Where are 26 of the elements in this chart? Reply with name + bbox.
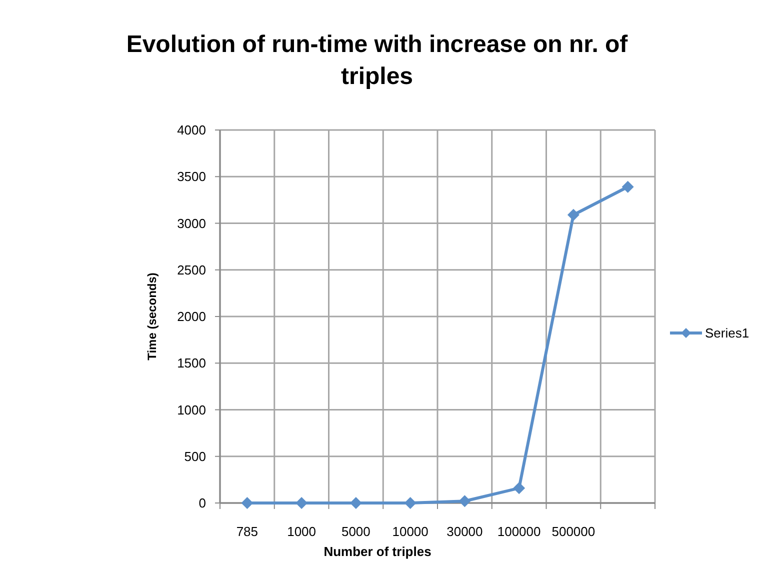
x-tick-label: 100000 — [497, 524, 541, 539]
x-tick-label: 30000 — [446, 524, 483, 539]
y-tick-label: 0 — [198, 496, 206, 511]
y-tick-label: 3500 — [177, 169, 206, 184]
x-axis-title: Number of triples — [324, 544, 432, 559]
y-tick-label: 500 — [184, 448, 206, 464]
point — [567, 208, 580, 221]
chart-title: Evolution of run-time with increase on nr. of triples — [126, 31, 629, 90]
x-tick-label: 785 — [236, 524, 258, 539]
y-tick-label: 2500 — [177, 262, 206, 278]
y-tick-label: 1000 — [177, 402, 206, 418]
legend-label: Series1 — [705, 326, 750, 341]
y-tick-label: 1500 — [177, 356, 206, 371]
y-axis-title: Time (seconds) — [145, 272, 159, 360]
x-tick-label: 1000 — [287, 524, 316, 539]
y-tick-label: 3000 — [177, 216, 206, 231]
point — [241, 497, 254, 509]
y-tick-label: 4000 — [177, 122, 206, 138]
x-tick-label: 5000 — [341, 524, 370, 539]
point — [622, 180, 634, 193]
x-tick-label: 500000 — [552, 524, 596, 539]
x-tick-label: 10000 — [392, 524, 428, 539]
point — [404, 497, 416, 509]
point — [513, 482, 526, 494]
point — [458, 495, 471, 508]
y-tick-label: 2000 — [177, 309, 206, 324]
